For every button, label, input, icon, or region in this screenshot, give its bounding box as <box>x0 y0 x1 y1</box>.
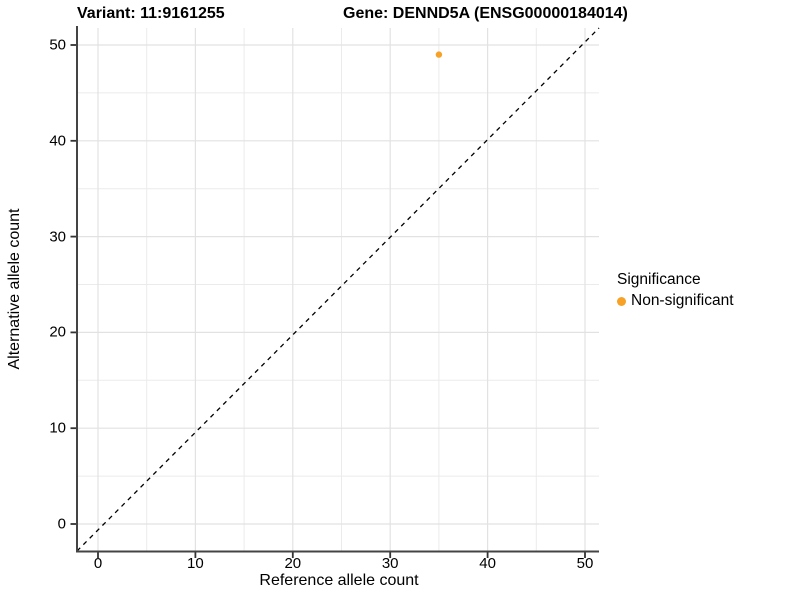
y-tick-label: 0 <box>57 515 66 533</box>
plot-title-gene: Gene: DENND5A (ENSG00000184014) <box>343 5 628 22</box>
y-tick-label: 10 <box>49 419 66 437</box>
y-axis-title: Alternative allele count <box>6 208 23 370</box>
plot-title-variant: Variant: 11:9161255 <box>77 5 225 22</box>
identity-dashed-line <box>76 27 600 552</box>
minor-gridlines <box>77 28 599 551</box>
y-tick-label: 30 <box>49 228 66 246</box>
x-tick-label: 50 <box>576 555 594 572</box>
x-axis-title: Reference allele count <box>259 572 419 589</box>
x-tick-label: 20 <box>284 555 302 572</box>
tick-marks <box>70 44 586 558</box>
legend: Significance Non-significant <box>617 271 734 310</box>
data-points <box>435 51 443 58</box>
y-tick-label: 40 <box>49 132 66 150</box>
non-significant-dot-icon <box>617 296 626 306</box>
major-gridlines <box>77 28 599 551</box>
x-tick-label: 10 <box>187 555 204 572</box>
x-tick-label: 30 <box>381 555 399 572</box>
legend-item-non-significant: Non-significant <box>617 292 734 310</box>
legend-item-label: Non-significant <box>631 292 734 309</box>
x-tick-label: 0 <box>93 555 103 572</box>
legend-title: Significance <box>617 271 701 288</box>
y-tick-label: 20 <box>49 323 66 341</box>
x-tick-label: 40 <box>479 555 496 572</box>
axis-lines <box>76 26 599 553</box>
y-tick-label: 50 <box>49 36 66 54</box>
